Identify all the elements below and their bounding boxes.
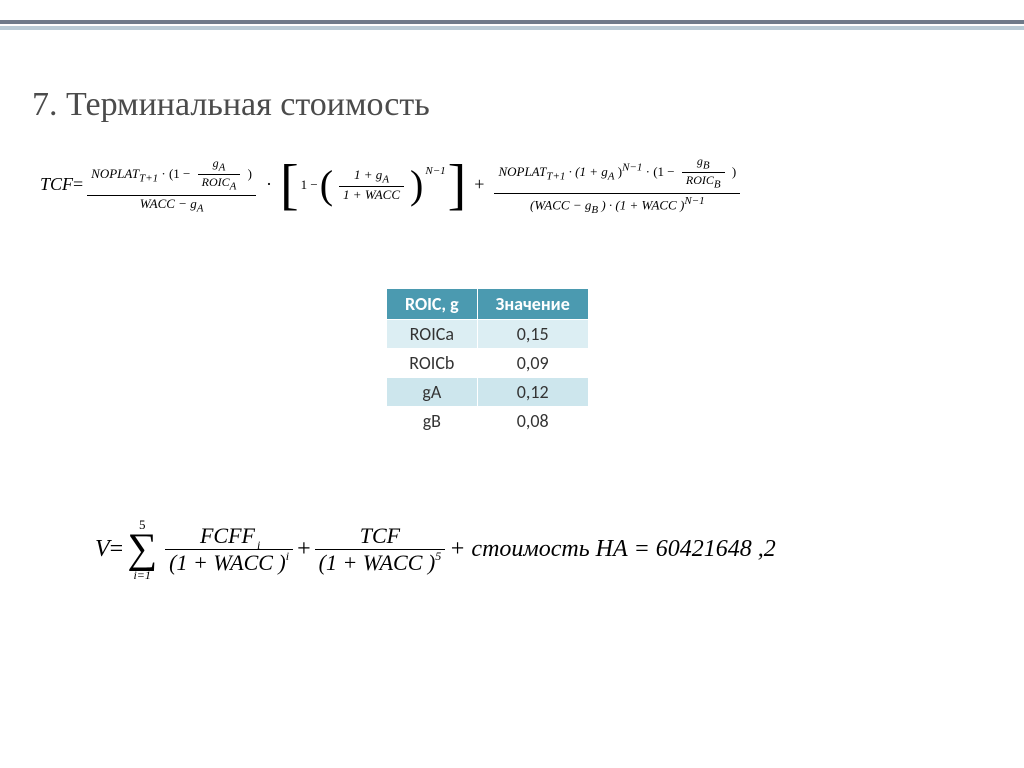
- lbracket: [: [278, 163, 301, 208]
- formula-v: V = 5 ∑ i=1 FCFFi (1 + WACC )i + TCF (1 …: [95, 518, 776, 581]
- minus-gb: − g: [570, 197, 592, 212]
- v-plus1: +: [297, 536, 311, 563]
- gb-over-roicb: gBROICB: [682, 154, 725, 192]
- table-row: gA0,12: [387, 378, 589, 407]
- plus1: +: [474, 174, 484, 195]
- bracket-exp: N−1: [425, 165, 445, 177]
- tcf-lhs: TCF: [40, 174, 73, 195]
- table-row: ROICa0,15: [387, 320, 589, 349]
- divider-top-light: [0, 26, 1024, 30]
- wacc2b: ) · (1 + WACC ): [598, 197, 684, 212]
- t2c: · (1 −: [642, 164, 678, 179]
- tcf-den-exp: 5: [435, 549, 441, 563]
- formula-v-row: V = 5 ∑ i=1 FCFFi (1 + WACC )i + TCF (1 …: [95, 518, 776, 581]
- ga-over-roica: gAROICA: [198, 156, 241, 194]
- gb-n-sub: B: [703, 159, 710, 171]
- sigma-sum: 5 ∑ i=1: [127, 518, 157, 581]
- t2b2: ): [615, 164, 623, 179]
- tcf-t1-end: ): [244, 166, 252, 181]
- tcf-den: (1 + WACC ): [319, 550, 436, 575]
- cell-key: gB: [387, 407, 478, 436]
- minus-ga: − g: [175, 196, 197, 211]
- v-tail: + стоимость НА = 60421648 ,2: [449, 536, 776, 563]
- tcf-term1: NOPLATT+1 · (1 − gAROICA ) WACC − gA: [87, 155, 256, 216]
- t2end: ): [729, 164, 737, 179]
- col-header-value: Значение: [477, 289, 588, 320]
- rbracket: ]: [446, 163, 469, 208]
- cell-value: 0,09: [477, 349, 588, 378]
- cell-value: 0,12: [477, 378, 588, 407]
- table-row: gB0,08: [387, 407, 589, 436]
- rparen: ): [408, 169, 425, 201]
- noplat1: NOPLAT: [91, 166, 139, 181]
- parameters-table-wrap: ROIC, g Значение ROICa0,15ROICb0,09gA0,1…: [386, 288, 589, 436]
- roicb-d-sub: B: [714, 179, 721, 191]
- table-body: ROICa0,15ROICb0,09gA0,12gB0,08: [387, 320, 589, 436]
- growth-ratio: 1 + gA 1 + WACC: [339, 167, 404, 204]
- formula-tcf: TCF = NOPLATT+1 · (1 − gAROICA ) WACC − …: [40, 153, 1000, 217]
- fcff-den: (1 + WACC ): [169, 550, 286, 575]
- fcff: FCFF: [200, 523, 255, 548]
- tcf-term1-den: WACC − gA: [136, 196, 208, 216]
- dot-op: ·: [266, 174, 272, 195]
- parameters-table: ROIC, g Значение ROICa0,15ROICb0,09gA0,1…: [386, 288, 589, 436]
- wacc2a: (WACC: [530, 197, 570, 212]
- grn-sub: A: [382, 173, 389, 185]
- wacc2b-exp: N−1: [684, 195, 704, 207]
- divider-top-dark: [0, 20, 1024, 24]
- tcf-frac: TCF (1 + WACC )5: [315, 523, 446, 576]
- tcf-term2-den: (WACC − gB ) · (1 + WACC )N−1: [526, 194, 709, 217]
- table-header-row: ROIC, g Значение: [387, 289, 589, 320]
- roicb-d: ROIC: [686, 173, 714, 187]
- v-lhs: V: [95, 536, 110, 563]
- fcff-den-exp: i: [286, 549, 289, 563]
- formula-tcf-row: TCF = NOPLATT+1 · (1 − gAROICA ) WACC − …: [40, 153, 1000, 217]
- tcf-t1-paren: · (1 −: [158, 166, 194, 181]
- cell-key: gA: [387, 378, 478, 407]
- cell-value: 0,15: [477, 320, 588, 349]
- grn: 1 + g: [354, 167, 382, 182]
- one-minus: 1 −: [301, 177, 318, 193]
- fcff-frac: FCFFi (1 + WACC )i: [165, 523, 293, 576]
- equals: =: [73, 174, 83, 195]
- noplat1-sub: T+1: [139, 172, 158, 184]
- slide: 7. Терминальная стоимость TCF = NOPLATT+…: [0, 0, 1024, 768]
- tcf-term2: NOPLATT+1 · (1 + gA )N−1 · (1 − gBROICB …: [494, 153, 740, 217]
- roica-d: ROIC: [202, 175, 230, 189]
- tcf-num: TCF: [356, 523, 404, 549]
- cell-key: ROICb: [387, 349, 478, 378]
- page-title: 7. Терминальная стоимость: [32, 86, 430, 124]
- noplat2-sub: T+1: [546, 171, 565, 183]
- fcff-sub: i: [257, 538, 260, 552]
- cell-value: 0,08: [477, 407, 588, 436]
- grd: 1 + WACC: [339, 187, 404, 203]
- col-header-roic-g: ROIC, g: [387, 289, 478, 320]
- v-eq: =: [110, 536, 124, 563]
- roica-d-sub: A: [230, 181, 237, 193]
- noplat2: NOPLAT: [498, 164, 546, 179]
- lparen: (: [318, 169, 335, 201]
- cell-key: ROICa: [387, 320, 478, 349]
- t2b: · (1 + g: [565, 164, 607, 179]
- sigma-symbol: ∑: [127, 531, 157, 569]
- tcf-term2-num: NOPLATT+1 · (1 + gA )N−1 · (1 − gBROICB …: [494, 153, 740, 193]
- wacc1: WACC: [140, 196, 175, 211]
- tcf-term1-num: NOPLATT+1 · (1 − gAROICA ): [87, 155, 256, 195]
- ga-n-sub: A: [219, 161, 226, 173]
- t2b-exp: N−1: [622, 162, 642, 174]
- t2b-sub: A: [608, 171, 615, 183]
- table-row: ROICb0,09: [387, 349, 589, 378]
- minus-ga-sub: A: [197, 202, 204, 214]
